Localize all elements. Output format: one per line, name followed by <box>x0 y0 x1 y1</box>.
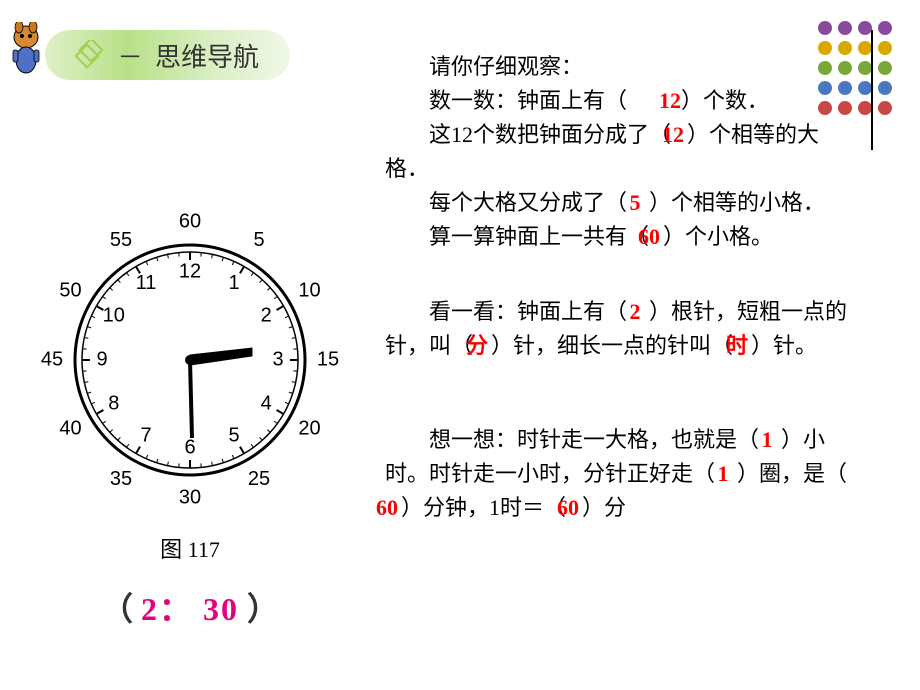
svg-text:10: 10 <box>298 279 320 301</box>
time-value: 2： 30 <box>141 591 239 627</box>
answer-1: 12 <box>615 84 681 118</box>
answer-6: 分 <box>463 329 491 363</box>
svg-text:45: 45 <box>41 348 63 370</box>
answer-10: 60 <box>373 491 401 525</box>
diamond-icon <box>75 40 105 70</box>
intro-line: 请你仔细观察： <box>385 50 855 84</box>
time-paren-close: ） <box>247 591 279 627</box>
svg-text:20: 20 <box>298 417 320 439</box>
svg-text:11: 11 <box>136 272 157 294</box>
clock-caption: 图 117 <box>30 532 350 564</box>
svg-text:3: 3 <box>272 348 283 370</box>
count-question: 数一数：钟面上有（12）个数． <box>385 84 855 118</box>
svg-text:2: 2 <box>261 304 272 326</box>
svg-text:25: 25 <box>248 468 270 490</box>
svg-text:30: 30 <box>179 486 201 508</box>
total-question: 算一算钟面上一共有（60）个小格。 <box>385 220 855 254</box>
think-question: 想一想：时针走一大格，也就是（1）小时。时针走一小时，分针正好走（1）圈，是（6… <box>385 423 855 525</box>
svg-text:12: 12 <box>179 260 201 282</box>
svg-text:9: 9 <box>96 348 107 370</box>
clock-figure: 60510152025303540455055 121234567891011 … <box>30 200 350 630</box>
svg-text:6: 6 <box>184 436 195 458</box>
mascot-icon <box>5 22 47 77</box>
section-number: 一 <box>120 41 140 70</box>
svg-text:10: 10 <box>103 304 125 326</box>
svg-text:8: 8 <box>108 392 119 414</box>
answer-3: 5 <box>621 186 649 220</box>
header-badge: 一 思维导航 <box>45 30 290 80</box>
divisions-question: 这12个数把钟面分成了（12）个相等的大格． <box>385 118 855 186</box>
svg-text:1: 1 <box>228 272 239 294</box>
svg-text:5: 5 <box>253 229 264 251</box>
svg-text:15: 15 <box>317 348 339 370</box>
svg-text:50: 50 <box>59 279 81 301</box>
svg-text:35: 35 <box>110 468 132 490</box>
time-paren-open: （ <box>101 591 133 627</box>
answer-11: 60 <box>554 491 582 525</box>
hands-question: 看一看：钟面上有（2）根针，短粗一点的针，叫（分）针，细长一点的针叫（时）针。 <box>385 295 855 363</box>
time-display: （ 2： 30 ） <box>30 584 350 630</box>
answer-9: 1 <box>709 457 737 491</box>
answer-8: 1 <box>753 423 781 457</box>
svg-text:7: 7 <box>140 424 151 446</box>
section-title: 思维导航 <box>155 37 259 74</box>
svg-text:5: 5 <box>228 424 239 446</box>
svg-text:4: 4 <box>261 392 272 414</box>
vertical-divider <box>871 30 873 150</box>
lesson-text: 请你仔细观察： 数一数：钟面上有（12）个数． 这12个数把钟面分成了（12）个… <box>385 50 855 525</box>
answer-5: 2 <box>621 295 649 329</box>
subdivision-question: 每个大格又分成了（5）个相等的小格． <box>385 186 855 220</box>
answer-7: 时 <box>723 329 751 363</box>
answer-4: 60 <box>635 220 663 254</box>
svg-text:40: 40 <box>59 417 81 439</box>
svg-text:60: 60 <box>179 210 201 232</box>
answer-2: 12 <box>659 118 687 152</box>
svg-text:55: 55 <box>110 229 132 251</box>
